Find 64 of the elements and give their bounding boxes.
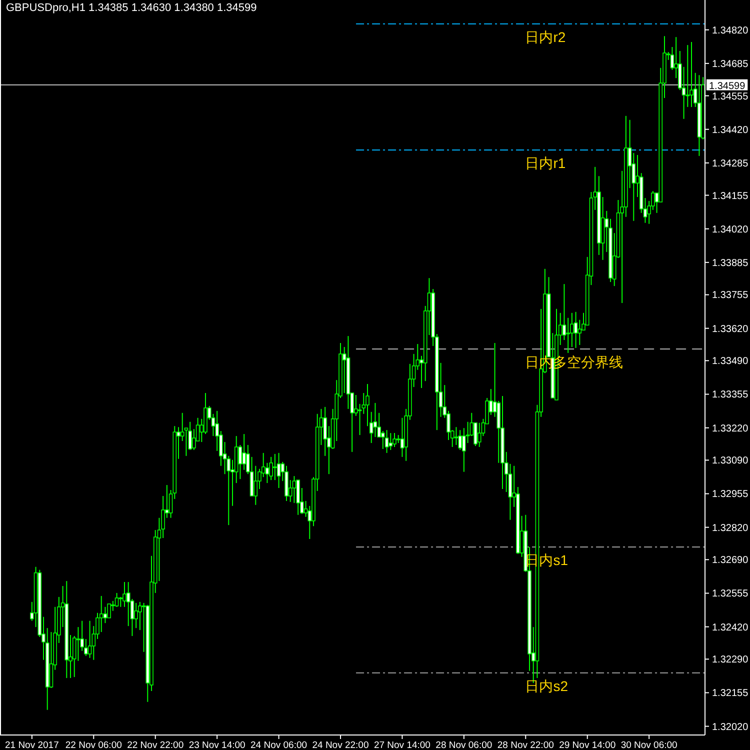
y-tick-label: 1.32955: [712, 489, 749, 500]
x-tick-label: 27 Nov 14:00: [374, 740, 430, 750]
candlestick: [134, 602, 138, 629]
candlestick: [566, 317, 570, 354]
x-tick-label: 28 Nov 06:00: [436, 740, 492, 750]
y-tick-label: 1.32155: [712, 688, 749, 700]
x-tick-label: 24 Nov 06:00: [250, 740, 308, 750]
candlestick: [276, 452, 281, 489]
x-tick-label: 22 Nov 22:00: [127, 740, 184, 750]
y-tick-label: 1.32020: [712, 722, 749, 733]
candlestick: [454, 426, 458, 446]
candlestick: [388, 432, 393, 450]
ref-line-label: 日内r1: [525, 154, 566, 171]
candlestick: [296, 480, 300, 516]
y-tick-label: 1.34155: [712, 190, 749, 202]
y-tick-label: 1.32290: [712, 654, 749, 666]
ref-line-label: 日内s2: [525, 678, 568, 694]
y-tick-label: 1.34820: [712, 25, 749, 36]
candlestick: [103, 606, 108, 624]
candlestick: [458, 430, 462, 450]
candlestick: [273, 453, 277, 481]
candlestick: [88, 620, 92, 658]
y-tick-label: 1.32555: [712, 588, 749, 600]
y-tick-label: 1.34020: [712, 224, 749, 236]
y-tick-label: 1.33885: [712, 258, 749, 269]
x-tick-label: 30 Nov 06:00: [620, 740, 678, 750]
x-tick-label: 23 Nov 14:00: [188, 740, 246, 750]
y-tick-label: 1.32690: [712, 555, 749, 566]
candlestick: [477, 422, 482, 448]
candlestick: [292, 476, 296, 504]
candlestick: [114, 592, 119, 608]
y-tick-label: 1.34420: [712, 124, 749, 136]
ref-line-label: 日内r2: [525, 28, 566, 45]
y-tick-label: 1.33490: [712, 356, 749, 368]
y-tick-label: 1.33355: [712, 390, 749, 401]
x-tick-label: 24 Nov 22:00: [312, 740, 369, 750]
candlestick: [192, 428, 196, 450]
candlestick: [381, 430, 385, 450]
candlestick: [122, 582, 126, 608]
candlestick: [254, 465, 258, 506]
x-tick-label: 21 Nov 2017: [4, 740, 59, 750]
candlestick: [76, 626, 80, 662]
y-tick-label: 1.34685: [712, 58, 749, 70]
candlestick: [392, 432, 396, 448]
y-tick-label: 1.34285: [712, 158, 749, 170]
y-tick-label: 1.33220: [712, 423, 749, 434]
y-tick-label: 1.33090: [712, 456, 749, 467]
y-tick-label: 1.32820: [712, 522, 749, 534]
ref-line-label: 1.34599: [709, 80, 746, 92]
x-tick-label: 22 Nov 06:00: [65, 740, 122, 750]
candlestick: [574, 311, 578, 348]
candlestick: [118, 596, 123, 608]
chart-title: GBPUSDpro,H1 1.34385 1.34630 1.34380 1.34599: [6, 2, 257, 14]
y-tick-label: 1.33755: [712, 290, 749, 302]
y-tick-label: 1.33620: [712, 324, 749, 335]
candlestick: [269, 456, 273, 481]
x-tick-label: 28 Nov 22:00: [497, 740, 554, 750]
candlestick: [578, 319, 582, 346]
x-tick-label: 29 Nov 14:00: [559, 740, 616, 750]
y-tick-label: 1.32420: [712, 622, 749, 634]
y-tick-label: 1.34555: [712, 91, 749, 102]
candlestick: [384, 430, 389, 454]
candlestick: [242, 434, 246, 470]
candlestick: [690, 42, 694, 108]
